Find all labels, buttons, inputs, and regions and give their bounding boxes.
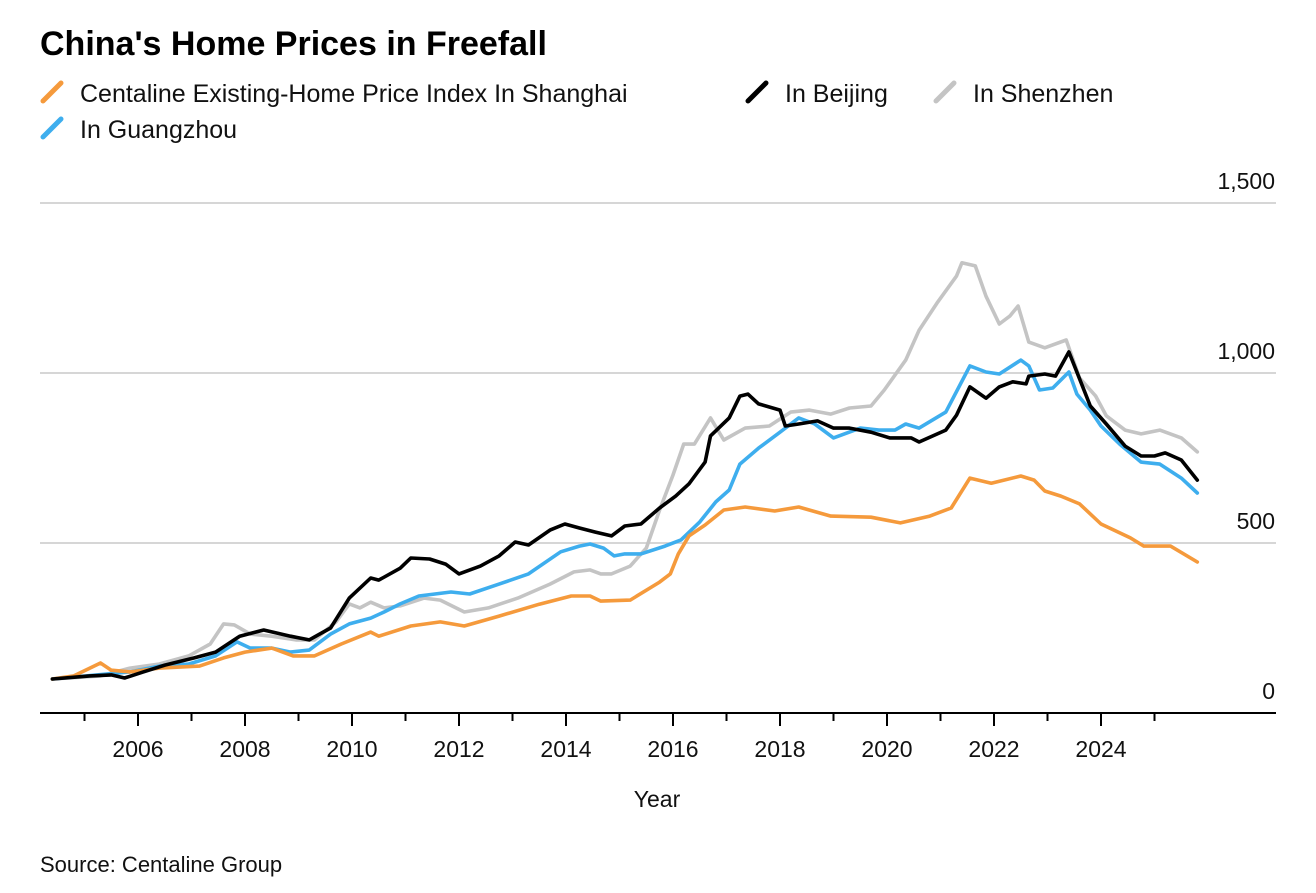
series-lines xyxy=(50,261,1200,681)
source-note: Source: Centaline Group xyxy=(40,852,282,877)
x-tick-label: 2018 xyxy=(754,736,805,762)
x-tick-label: 2020 xyxy=(861,736,912,762)
legend-item: In Beijing xyxy=(745,80,888,108)
legend-item: In Shenzhen xyxy=(933,80,1113,108)
series-line-beijing xyxy=(50,350,1200,681)
legend-item: Centaline Existing-Home Price Index In S… xyxy=(40,80,628,108)
legend-label: In Shenzhen xyxy=(973,80,1113,108)
x-axis-title: Year xyxy=(634,786,681,812)
legend-swatch-icon xyxy=(745,80,769,104)
x-tick-label: 2010 xyxy=(326,736,377,762)
x-axis-ticks: 2006 2008 2010 2012 2014 2016 2018 2020 2022 2024 xyxy=(83,713,1156,762)
series-line-shanghai xyxy=(50,474,1200,681)
x-tick-label: 2024 xyxy=(1075,736,1126,762)
legend-swatch-icon xyxy=(40,116,64,140)
legend-label: In Beijing xyxy=(785,80,888,108)
x-tick-label: 2012 xyxy=(433,736,484,762)
legend-swatch-icon xyxy=(933,80,957,104)
legend-item: In Guangzhou xyxy=(40,116,237,144)
y-axis-labels: 0 500 1,000 1,500 xyxy=(1217,168,1275,704)
legend-label: Centaline Existing-Home Price Index In S… xyxy=(80,80,628,108)
y-tick-label: 500 xyxy=(1237,508,1275,534)
x-tick-label: 2008 xyxy=(219,736,270,762)
legend-label: In Guangzhou xyxy=(80,116,237,144)
x-tick-label: 2022 xyxy=(968,736,1019,762)
series-line-shenzhen xyxy=(50,261,1200,681)
x-tick-label: 2016 xyxy=(647,736,698,762)
legend-swatch-icon xyxy=(40,80,64,104)
y-tick-label: 0 xyxy=(1262,678,1275,704)
x-tick-label: 2006 xyxy=(112,736,163,762)
x-tick-label: 2014 xyxy=(540,736,591,762)
chart-title: China's Home Prices in Freefall xyxy=(40,25,547,63)
legend: Centaline Existing-Home Price Index In S… xyxy=(40,80,1113,144)
y-tick-label: 1,500 xyxy=(1217,168,1275,194)
series-line-guangzhou xyxy=(50,358,1200,681)
gridlines xyxy=(40,202,1276,544)
y-tick-label: 1,000 xyxy=(1217,338,1275,364)
